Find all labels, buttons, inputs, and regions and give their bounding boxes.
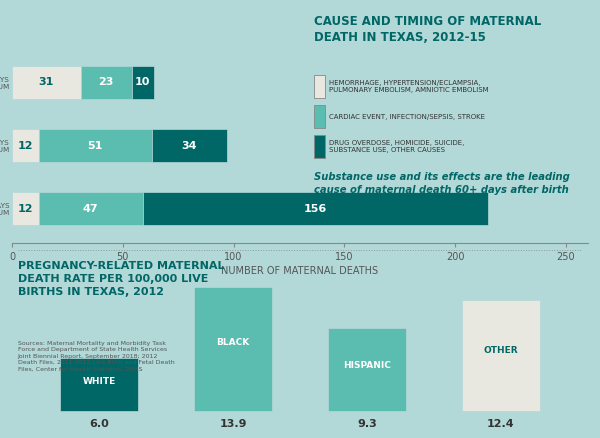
- Text: Substance use and its effects are the leading
cause of maternal death 60+ days a: Substance use and its effects are the le…: [314, 172, 570, 195]
- Text: 10: 10: [135, 78, 151, 88]
- Bar: [328, 328, 406, 411]
- Bar: [314, 135, 325, 158]
- Text: 6.0: 6.0: [89, 418, 109, 428]
- Bar: [131, 66, 154, 99]
- Text: CARDIAC EVENT, INFECTION/SEPSIS, STROKE: CARDIAC EVENT, INFECTION/SEPSIS, STROKE: [329, 114, 485, 120]
- Text: 47: 47: [83, 204, 98, 214]
- Bar: [12, 192, 38, 225]
- Bar: [152, 129, 227, 162]
- Bar: [12, 129, 38, 162]
- Bar: [80, 66, 131, 99]
- Text: BLACK: BLACK: [217, 339, 250, 347]
- Bar: [314, 75, 325, 98]
- Text: HISPANIC: HISPANIC: [343, 361, 391, 370]
- Text: 12: 12: [17, 141, 33, 151]
- Bar: [38, 129, 152, 162]
- Text: 23: 23: [98, 78, 114, 88]
- Text: DRUG OVERDOSE, HOMICIDE, SUICIDE,
SUBSTANCE USE, OTHER CAUSES: DRUG OVERDOSE, HOMICIDE, SUICIDE, SUBSTA…: [329, 140, 465, 153]
- Text: 12.4: 12.4: [487, 418, 515, 428]
- Text: WHITE: WHITE: [82, 377, 116, 386]
- Bar: [60, 358, 138, 411]
- Bar: [194, 287, 272, 411]
- Bar: [38, 192, 143, 225]
- Text: Sources: Maternal Mortality and Morbidity Task
Force and Department of State Hea: Sources: Maternal Mortality and Morbidit…: [18, 341, 175, 371]
- Text: CAUSE AND TIMING OF MATERNAL
DEATH IN TEXAS, 2012-15: CAUSE AND TIMING OF MATERNAL DEATH IN TE…: [314, 15, 542, 44]
- Text: 31: 31: [38, 78, 54, 88]
- Bar: [143, 192, 488, 225]
- Text: 12: 12: [17, 204, 33, 214]
- Text: HEMORRHAGE, HYPERTENSION/ECLAMPSIA,
PULMONARY EMBOLISM, AMNIOTIC EMBOLISM: HEMORRHAGE, HYPERTENSION/ECLAMPSIA, PULM…: [329, 80, 489, 93]
- X-axis label: NUMBER OF MATERNAL DEATHS: NUMBER OF MATERNAL DEATHS: [221, 266, 379, 276]
- Text: 34: 34: [181, 141, 197, 151]
- Bar: [314, 105, 325, 128]
- Bar: [462, 300, 540, 411]
- Bar: [12, 66, 80, 99]
- Text: PREGNANCY-RELATED MATERNAL
DEATH RATE PER 100,000 LIVE
BIRTHS IN TEXAS, 2012: PREGNANCY-RELATED MATERNAL DEATH RATE PE…: [18, 261, 224, 297]
- Text: OTHER: OTHER: [484, 346, 518, 355]
- Text: 51: 51: [88, 141, 103, 151]
- Text: 156: 156: [304, 204, 327, 214]
- Text: 9.3: 9.3: [357, 418, 377, 428]
- Text: 13.9: 13.9: [219, 418, 247, 428]
